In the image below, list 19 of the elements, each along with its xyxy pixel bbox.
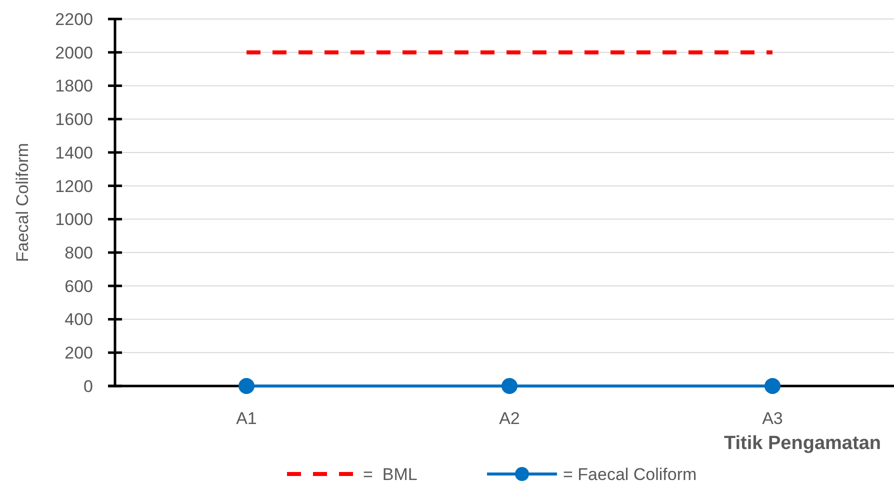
y-tick-label: 800 bbox=[64, 243, 93, 262]
y-tick-label: 1200 bbox=[55, 176, 93, 196]
y-tick-label: 200 bbox=[64, 344, 93, 363]
y-axis-title: Faecal Coliform bbox=[13, 142, 32, 262]
legend-label: = BML bbox=[363, 464, 418, 484]
x-axis-title: Titik Pengamatan bbox=[724, 433, 881, 454]
y-tick-label: 600 bbox=[64, 276, 93, 296]
y-tick-label: 0 bbox=[84, 376, 93, 396]
y-tick-label: 1600 bbox=[55, 110, 93, 130]
x-tick-label: A3 bbox=[762, 409, 783, 428]
y-tick-label: 2200 bbox=[55, 10, 93, 29]
y-tick-label: 1000 bbox=[55, 210, 93, 230]
y-tick-label: 2000 bbox=[55, 43, 93, 62]
x-tick-label: A2 bbox=[499, 409, 520, 428]
x-tick-label: A1 bbox=[236, 409, 257, 428]
y-tick-label: 1800 bbox=[55, 76, 93, 96]
legend-label: = Faecal Coliform bbox=[563, 464, 697, 484]
y-tick-label: 1400 bbox=[55, 143, 93, 162]
y-tick-label: 400 bbox=[64, 310, 93, 330]
